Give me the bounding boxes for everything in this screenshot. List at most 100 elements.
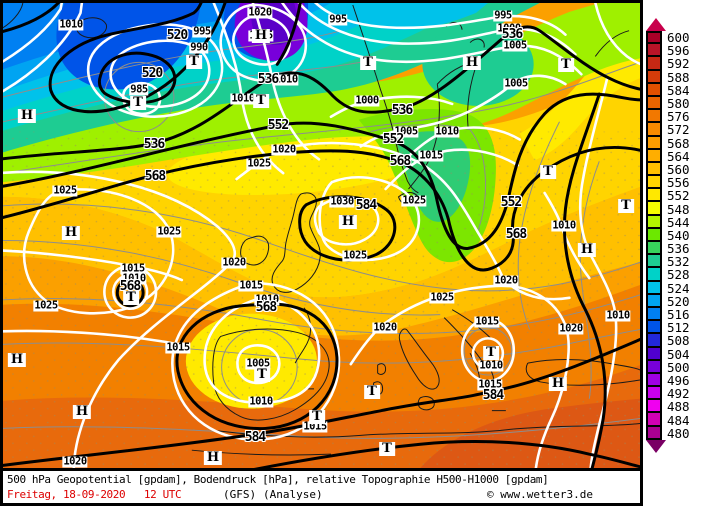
pressure-label: 995 xyxy=(192,25,212,38)
high-center-marker: H xyxy=(61,226,81,240)
colorbar-top-arrow-icon xyxy=(646,18,666,31)
colorbar-row: 556 xyxy=(646,175,704,191)
colorbar-cell xyxy=(646,347,662,361)
low-center-marker: T xyxy=(253,94,269,108)
pressure-label: 1005 xyxy=(393,125,419,138)
pressure-label: 1010 xyxy=(273,73,299,86)
colorbar-rows: 600 596 592 588 584 580 576 572 568 564 560 556 552 5… xyxy=(646,31,704,440)
colorbar-tick-label: 540 xyxy=(667,227,690,243)
pressure-label: 1015 xyxy=(477,378,503,391)
colorbar-tick-label: 536 xyxy=(667,241,690,257)
pressure-label: 1025 xyxy=(342,249,368,262)
colorbar-legend: 600 596 592 588 584 580 576 572 568 564 560 556 552 5… xyxy=(646,18,704,453)
pressure-label: 1020 xyxy=(247,6,273,19)
colorbar-cell xyxy=(646,255,662,269)
pressure-label: 1020 xyxy=(493,274,519,287)
pressure-label: 1010 xyxy=(121,272,147,285)
colorbar-cell xyxy=(646,413,662,427)
colorbar-tick-label: 580 xyxy=(667,96,690,112)
geopotential-label: 584 xyxy=(244,430,267,445)
colorbar-row: 572 xyxy=(646,122,704,138)
colorbar-tick-label: 488 xyxy=(667,399,690,415)
pressure-label: 1015 xyxy=(302,420,328,433)
colorbar-row: 500 xyxy=(646,360,704,374)
low-center-marker: T xyxy=(186,55,202,69)
colorbar-row: 576 xyxy=(646,109,704,125)
pressure-label: 1025 xyxy=(52,184,78,197)
geopotential-label: 584 xyxy=(482,388,505,403)
high-center-marker: H xyxy=(577,243,597,257)
low-center-marker: T xyxy=(558,58,574,72)
colorbar-cell xyxy=(646,281,662,295)
pressure-label: 1015 xyxy=(474,315,500,328)
colorbar-tick-label: 576 xyxy=(667,109,690,125)
geopotential-label: 520 xyxy=(141,66,164,81)
colorbar-cell xyxy=(646,307,662,322)
model-name: (GFS) xyxy=(223,488,257,501)
colorbar-tick-label: 520 xyxy=(667,293,690,309)
pressure-label: 1030 xyxy=(329,195,355,208)
colorbar-tick-label: 572 xyxy=(667,122,690,138)
low-center-marker: T xyxy=(360,56,376,70)
high-center-marker: H xyxy=(72,405,92,419)
pressure-label: 1005 xyxy=(502,39,528,52)
colorbar-row: 596 xyxy=(646,43,704,59)
pressure-label: 1025 xyxy=(246,157,272,170)
pressure-label: 1015 xyxy=(165,341,191,354)
geopotential-label: 568 xyxy=(505,227,528,242)
colorbar-cell xyxy=(646,294,662,308)
colorbar-cell xyxy=(646,136,662,150)
colorbar-cell xyxy=(646,334,662,348)
colorbar-cell xyxy=(646,400,662,414)
low-center-marker: T xyxy=(364,385,380,399)
colorbar-tick-label: 512 xyxy=(667,320,690,336)
pressure-label: 995 xyxy=(493,9,513,22)
colorbar-cell xyxy=(646,202,662,216)
colorbar-tick-label: 596 xyxy=(667,43,690,59)
colorbar-cell xyxy=(646,189,662,203)
colorbar-row: 564 xyxy=(646,149,704,163)
pressure-label: 1010 xyxy=(478,359,504,372)
colorbar-tick-label: 600 xyxy=(667,30,690,46)
colorbar-cell xyxy=(646,373,662,388)
high-center-marker: H xyxy=(17,109,37,123)
colorbar-cell xyxy=(646,149,662,163)
colorbar-cell xyxy=(646,123,662,137)
pressure-label: 1025 xyxy=(429,291,455,304)
colorbar-bottom-arrow-icon xyxy=(646,439,666,453)
colorbar-row: 492 xyxy=(646,387,704,401)
pressure-label: 1025 xyxy=(33,299,59,312)
run-type: (Analyse) xyxy=(263,488,323,501)
pressure-label: 1005 xyxy=(503,77,529,90)
colorbar-row: 520 xyxy=(646,293,704,309)
colorbar-row: 552 xyxy=(646,189,704,203)
colorbar-cell xyxy=(646,228,662,242)
colorbar-cell xyxy=(646,83,662,97)
low-center-marker: T xyxy=(130,96,146,110)
pressure-label: 1020 xyxy=(221,256,247,269)
pressure-label: 1000 xyxy=(354,94,380,107)
geopotential-label: 568 xyxy=(144,169,167,184)
colorbar-tick-label: 592 xyxy=(667,56,690,72)
colorbar-tick-label: 560 xyxy=(667,161,690,177)
colorbar-row: 504 xyxy=(646,347,704,361)
weather-map: 1010102099599098510151010101099599510001… xyxy=(0,0,643,471)
colorbar-row: 508 xyxy=(646,333,704,349)
low-center-marker: T xyxy=(123,291,139,305)
colorbar-row: 580 xyxy=(646,96,704,112)
colorbar-row: 584 xyxy=(646,82,704,98)
pressure-label: 1015 xyxy=(120,262,146,275)
colorbar-cell xyxy=(646,176,662,190)
colorbar-row: 524 xyxy=(646,281,704,295)
colorbar-row: 560 xyxy=(646,161,704,177)
colorbar-tick-label: 584 xyxy=(667,82,690,98)
colorbar-row: 600 xyxy=(646,30,704,46)
high-center-marker: H xyxy=(548,377,568,391)
colorbar-tick-label: 516 xyxy=(667,307,690,323)
colorbar-row: 532 xyxy=(646,255,704,269)
colorbar-tick-label: 508 xyxy=(667,333,690,349)
high-center-marker: H xyxy=(338,215,358,229)
colorbar-tick-label: 556 xyxy=(667,175,690,191)
pressure-label: 1010 xyxy=(551,219,577,232)
